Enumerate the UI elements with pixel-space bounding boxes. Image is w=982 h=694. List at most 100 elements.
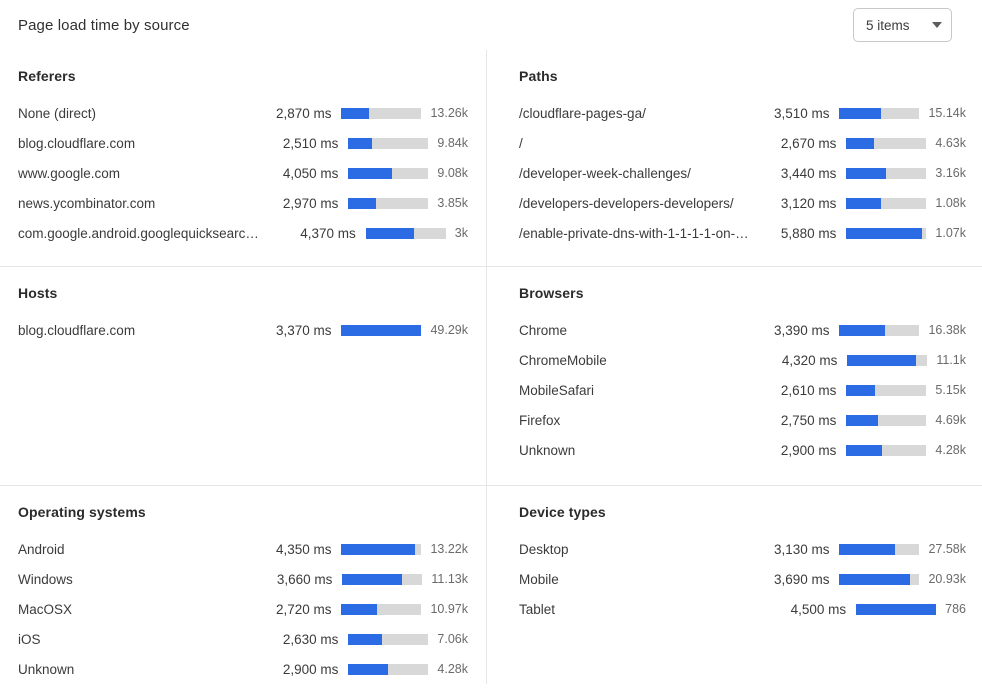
- metric-row-label: www.google.com: [18, 165, 121, 181]
- metric-row[interactable]: /cloudflare-pages-ga/3,510 ms 15.14k: [519, 98, 966, 128]
- metric-row[interactable]: blog.cloudflare.com 2,510 ms 9.84k: [18, 128, 468, 158]
- metric-row-bar-fill: [348, 197, 377, 209]
- metric-row-label: /cloudflare-pages-ga/: [519, 105, 646, 121]
- metric-row[interactable]: www.google.com 4,050 ms 9.08k: [18, 158, 468, 188]
- metric-row-count: 15.14k: [928, 106, 966, 120]
- metric-row-bar-track: [856, 603, 937, 615]
- metric-row[interactable]: news.ycombinator.com 2,970 ms 3.85k: [18, 188, 468, 218]
- metric-row-bar-track: [342, 573, 423, 585]
- metric-row-label: iOS: [18, 631, 41, 647]
- metric-row-value: 2,510 ms: [282, 135, 339, 151]
- metric-row-label: /: [519, 135, 523, 151]
- metric-row-value: 4,500 ms: [790, 601, 847, 617]
- metric-row-bar-fill: [341, 324, 422, 336]
- metric-row-bar-track: [341, 543, 422, 555]
- metric-row-label: MobileSafari: [519, 382, 595, 398]
- metric-row[interactable]: Tablet 4,500 ms 786: [519, 594, 966, 624]
- metric-row[interactable]: MobileSafari 2,610 ms 5.15k: [519, 375, 966, 405]
- metric-row-bar-fill: [365, 227, 414, 239]
- metric-row[interactable]: /developer-week-challenges/3,440 ms 3.16k: [519, 158, 966, 188]
- metric-row[interactable]: blog.cloudflare.com 3,370 ms 49.29k: [18, 315, 468, 345]
- metric-row-label: /developers-developers-developers/: [519, 195, 734, 211]
- metric-row[interactable]: / 2,670 ms 4.63k: [519, 128, 966, 158]
- section-referers: Referers None (direct) 2,870 ms 13.26k blog.…: [0, 50, 486, 266]
- metric-row[interactable]: /developers-developers-developers/3,120 …: [519, 188, 966, 218]
- metric-row-count: 786: [945, 602, 966, 616]
- metric-row-bar-fill: [839, 324, 886, 336]
- metric-row-label: Windows: [18, 571, 73, 587]
- metric-row-count: 10.97k: [430, 602, 468, 616]
- metric-row-label: Unknown: [519, 442, 576, 458]
- metric-row[interactable]: ChromeMobile 4,320 ms 11.1k: [519, 345, 966, 375]
- metric-row[interactable]: com.google.android.googlequicksearc… 4,37…: [18, 218, 468, 248]
- metric-row-count: 3k: [454, 226, 468, 240]
- metric-row-value: 2,900 ms: [780, 442, 837, 458]
- metric-row-label: Chrome: [519, 322, 568, 338]
- metric-row-bar-fill: [846, 444, 882, 456]
- metric-row-value: 2,720 ms: [275, 601, 332, 617]
- metric-row-bar-fill: [342, 573, 402, 585]
- metric-row-bar-track: [341, 107, 422, 119]
- metric-row-bar-fill: [348, 137, 372, 149]
- metric-row-label: blog.cloudflare.com: [18, 135, 136, 151]
- metric-row-count: 4.28k: [437, 662, 468, 676]
- metric-row[interactable]: Desktop 3,130 ms 27.58k: [519, 534, 966, 564]
- metric-row[interactable]: Windows 3,660 ms 11.13k: [18, 564, 468, 594]
- metric-row-bar-track: [348, 633, 429, 645]
- metric-row-bar-fill: [846, 167, 887, 179]
- metric-row-label: /developer-week-challenges/: [519, 165, 691, 181]
- metric-row[interactable]: iOS 2,630 ms 7.06k: [18, 624, 468, 654]
- metric-row-value: 5,880 ms: [780, 225, 837, 241]
- metric-row-value: 3,690 ms: [773, 571, 830, 587]
- metric-row-label: Tablet: [519, 601, 556, 617]
- metric-row-count: 27.58k: [928, 542, 966, 556]
- metric-row[interactable]: Firefox 2,750 ms 4.69k: [519, 405, 966, 435]
- sections-grid: Referers None (direct) 2,870 ms 13.26k blog.…: [0, 50, 982, 694]
- metric-row[interactable]: None (direct) 2,870 ms 13.26k: [18, 98, 468, 128]
- metric-row[interactable]: MacOSX 2,720 ms 10.97k: [18, 594, 468, 624]
- metric-row[interactable]: /enable-private-dns-with-1-1-1-1-on-… 5,8…: [519, 218, 966, 248]
- section-browsers: Browsers Chrome 3,390 ms 16.38k ChromeMobile…: [487, 267, 982, 485]
- metric-row-value: 2,610 ms: [780, 382, 837, 398]
- metric-row-bar-fill: [856, 603, 937, 615]
- metric-row-label: com.google.android.googlequicksearc…: [18, 225, 259, 241]
- metric-row-count: 4.63k: [935, 136, 966, 150]
- metric-row-label: Desktop: [519, 541, 569, 557]
- metric-row-bar-fill: [341, 107, 369, 119]
- section-paths: Paths/cloudflare-pages-ga/3,510 ms 15.14k…: [487, 50, 982, 266]
- metric-row-count: 1.08k: [935, 196, 966, 210]
- metric-row-bar-track: [846, 444, 927, 456]
- metric-row-value: 4,050 ms: [282, 165, 339, 181]
- metric-row-bar-track: [839, 573, 920, 585]
- row-divider: [0, 485, 982, 486]
- metric-row-bar-fill: [846, 384, 876, 396]
- metric-row[interactable]: Unknown 2,900 ms 4.28k: [18, 654, 468, 684]
- metric-row-label: Android: [18, 541, 65, 557]
- metric-row-value: 3,390 ms: [773, 322, 830, 338]
- metric-row-count: 13.22k: [430, 542, 468, 556]
- metric-row-label: /enable-private-dns-with-1-1-1-1-on-…: [519, 225, 749, 241]
- metric-row-bar-track: [365, 227, 446, 239]
- metric-row-bar-track: [847, 354, 928, 366]
- metric-row[interactable]: Chrome 3,390 ms 16.38k: [519, 315, 966, 345]
- metric-row-value: 4,350 ms: [275, 541, 332, 557]
- metric-row-count: 5.15k: [935, 383, 966, 397]
- metric-row-label: Unknown: [18, 661, 75, 677]
- metric-row[interactable]: Unknown 2,900 ms 4.28k: [519, 435, 966, 465]
- metric-row-bar-fill: [348, 633, 382, 645]
- metric-row-count: 11.1k: [936, 353, 966, 367]
- metric-row-value: 3,440 ms: [780, 165, 837, 181]
- metric-row-count: 3.85k: [437, 196, 468, 210]
- metric-row-label: ChromeMobile: [519, 352, 607, 368]
- items-count-select[interactable]: 5 items: [853, 8, 952, 42]
- section-hosts: Hosts blog.cloudflare.com 3,370 ms 49.29k: [0, 267, 486, 485]
- metric-row-label: None (direct): [18, 105, 97, 121]
- metric-row[interactable]: Android 4,350 ms 13.22k: [18, 534, 468, 564]
- metric-row-bar-fill: [839, 573, 910, 585]
- metric-row-bar-fill: [348, 167, 393, 179]
- metric-row-count: 20.93k: [928, 572, 966, 586]
- metric-row-bar-track: [846, 384, 927, 396]
- metric-row[interactable]: Mobile 3,690 ms 20.93k: [519, 564, 966, 594]
- section-title: Device types: [519, 504, 606, 520]
